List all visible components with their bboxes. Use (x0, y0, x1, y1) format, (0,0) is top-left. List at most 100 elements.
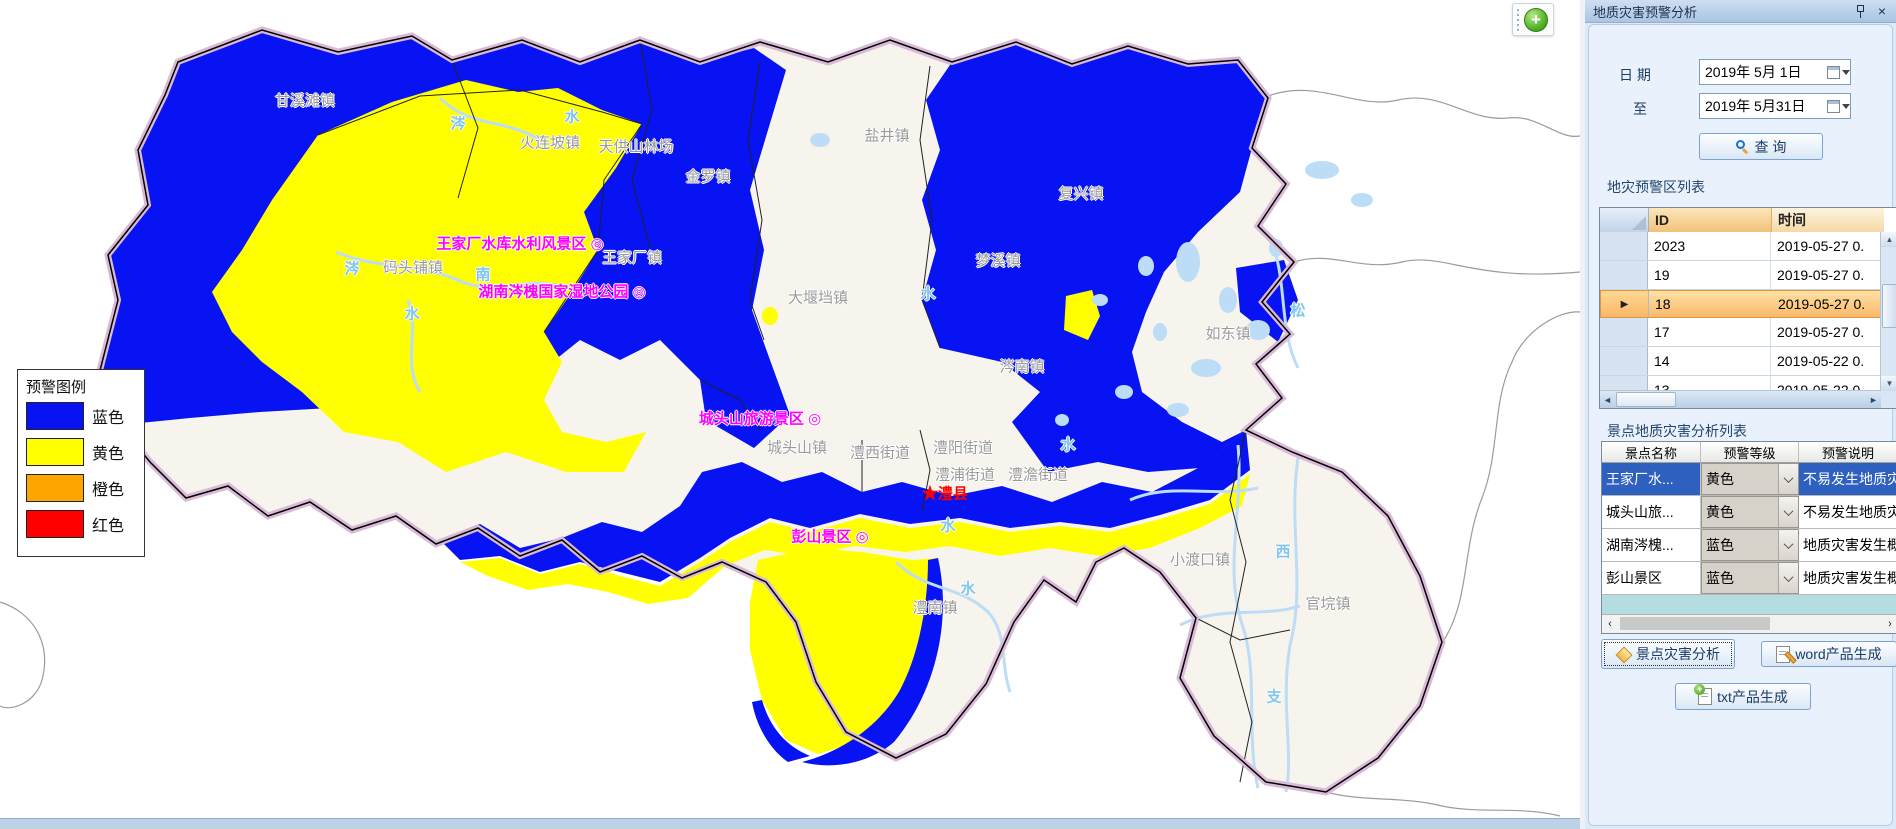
scrollbar-thumb[interactable] (1882, 284, 1896, 328)
scenic-analysis-table: 景点名称 预警等级 预警说明 王家厂水... 黄色 不易发生地质灾 城头山旅... 黄色… (1601, 441, 1896, 634)
warning-zones (95, 30, 1298, 766)
row-selector-cell[interactable] (1600, 232, 1648, 260)
calendar-dropdown-icon[interactable] (1826, 94, 1850, 118)
analysis-panel: 地质灾害预警分析 × 日 期 2019年 5月 1日 至 2019年 5月31日 (1580, 0, 1896, 829)
table2-horizontal-scrollbar[interactable]: ‹ › (1602, 614, 1896, 633)
warning-level-combobox[interactable]: 蓝色 (1701, 529, 1799, 561)
legend-color-swatch (26, 438, 84, 466)
water-bodies (810, 133, 1283, 426)
scenic-analysis-button-label: 景点灾害分析 (1636, 646, 1720, 662)
add-zoom-icon[interactable]: + (1524, 7, 1548, 32)
row-selector-header[interactable] (1600, 208, 1649, 232)
cell-warning-desc: 不易发生地质灾 (1799, 463, 1896, 495)
row-selector-cell[interactable]: ▶ (1601, 291, 1649, 317)
table-row[interactable]: 彭山景区 蓝色 地质灾害发生概 (1602, 562, 1896, 595)
table1-vertical-scrollbar[interactable]: ▲ ▼ (1880, 232, 1896, 391)
chevron-down-icon[interactable] (1778, 464, 1798, 494)
chevron-down-icon[interactable] (1778, 563, 1798, 593)
row-selector-cell[interactable] (1600, 347, 1648, 375)
cell-id: 17 (1648, 318, 1771, 346)
warning-level-combobox[interactable]: 蓝色 (1701, 562, 1799, 594)
table-row[interactable]: 城头山旅... 黄色 不易发生地质灾 (1602, 496, 1896, 529)
warning-level-combobox[interactable]: 黄色 (1701, 496, 1799, 528)
query-button[interactable]: 查 询 (1699, 133, 1823, 160)
cell-id: 13 (1648, 376, 1771, 391)
table-row[interactable]: 2023 2019-05-27 0. (1600, 232, 1881, 261)
cell-scenic-name: 城头山旅... (1602, 496, 1701, 528)
table-row[interactable]: 14 2019-05-22 0. (1600, 347, 1881, 376)
cell-warning-desc: 地质灾害发生概 (1803, 570, 1896, 586)
date-from-input[interactable]: 2019年 5月 1日 (1699, 59, 1851, 85)
scroll-up-icon[interactable]: ▲ (1881, 232, 1896, 247)
legend-color-swatch (26, 474, 84, 502)
table-row[interactable]: 王家厂水... 黄色 不易发生地质灾 (1602, 463, 1896, 496)
scroll-down-icon[interactable]: ▼ (1881, 376, 1896, 391)
calendar-dropdown-icon[interactable] (1826, 60, 1850, 84)
cell-time: 2019-05-27 0. (1778, 296, 1866, 312)
column-header-id[interactable]: ID (1649, 208, 1772, 232)
column-header-level[interactable]: 预警等级 (1701, 442, 1799, 462)
panel-content: 日 期 2019年 5月 1日 至 2019年 5月31日 查 询 地灾预警区列… (1588, 24, 1896, 826)
row-selector-cell[interactable] (1600, 261, 1648, 289)
scroll-left-icon[interactable]: ◄ (1603, 394, 1612, 405)
scroll-right-icon[interactable]: › (1888, 618, 1892, 630)
date-from-label: 日 期 (1619, 67, 1651, 83)
zone-yellow-south (750, 548, 938, 754)
legend-title: 预警图例 (26, 379, 87, 396)
table-row[interactable]: 湖南涔槐... 蓝色 地质灾害发生概 (1602, 529, 1896, 562)
table-row[interactable]: 13 2019-05-22 0. (1600, 376, 1881, 391)
txt-doc-icon: + (1694, 684, 1713, 705)
column-header-time[interactable]: 时间 (1772, 208, 1884, 232)
township-boundaries (317, 39, 1291, 783)
legend-item: 红色 (26, 510, 136, 538)
table-row[interactable]: ▶ 18 2019-05-27 0. (1600, 290, 1881, 318)
scroll-left-icon[interactable]: ‹ (1608, 618, 1612, 630)
scenic-analysis-button[interactable]: 景点灾害分析 (1601, 639, 1735, 669)
zone-yellow-dot-a (762, 307, 778, 325)
zone-yellow-west (212, 80, 646, 472)
table1-horizontal-scrollbar[interactable]: ◄ ► (1600, 390, 1881, 408)
zone-yellow-river-band (460, 474, 1250, 604)
warning-level-combobox[interactable]: 黄色 (1701, 463, 1799, 495)
txt-generate-button-label: txt产品生成 (1717, 688, 1788, 705)
date-to-input[interactable]: 2019年 5月31日 (1699, 93, 1851, 119)
column-header-desc[interactable]: 预警说明 (1799, 442, 1896, 462)
chevron-down-icon[interactable] (1778, 530, 1798, 560)
combobox-value: 黄色 (1706, 504, 1734, 520)
rivers (335, 96, 1301, 793)
legend-item: 蓝色 (26, 402, 136, 430)
table-row[interactable]: 17 2019-05-27 0. (1600, 318, 1881, 347)
warning-zone-table: ID 时间 2023 2019-05-27 0. 19 2019-05-27 0. ▶ 1… (1599, 207, 1896, 409)
map-canvas[interactable]: 甘溪滩镇 火连坡镇 天供山林场 金罗镇 盐井镇 复兴镇 梦溪镇 王家厂镇 码头铺镇 大堰垱镇 涔南镇… (0, 0, 1580, 829)
combobox-value: 蓝色 (1706, 570, 1734, 586)
chevron-down-icon[interactable] (1778, 497, 1798, 527)
cell-scenic-name: 湖南涔槐... (1602, 529, 1701, 561)
cell-time: 2019-05-22 0. (1777, 353, 1865, 369)
close-icon[interactable]: × (1877, 3, 1887, 19)
scrollbar-thumb[interactable] (1616, 392, 1676, 407)
scroll-right-icon[interactable]: ► (1869, 394, 1878, 405)
legend-item: 黄色 (26, 438, 136, 466)
legend-item: 橙色 (26, 474, 136, 502)
cell-id: 19 (1648, 261, 1771, 289)
row-selector-cell[interactable] (1600, 318, 1648, 346)
cell-time: 2019-05-22 0. (1777, 382, 1865, 391)
zone-blue-river-band (440, 430, 1250, 582)
pin-icon[interactable] (1852, 3, 1868, 19)
map-horizontal-scrollbar[interactable] (0, 818, 1580, 829)
txt-generate-button[interactable]: + txt产品生成 (1675, 683, 1811, 710)
table-row[interactable]: 19 2019-05-27 0. (1600, 261, 1881, 290)
toolbar-grip-icon[interactable] (1515, 8, 1521, 31)
legend-item-label: 蓝色 (92, 410, 125, 427)
word-generate-button[interactable]: word产品生成 (1761, 641, 1896, 667)
warning-zone-map (0, 26, 1580, 817)
scrollbar-thumb[interactable] (1620, 617, 1770, 630)
cell-warning-desc: 地质灾害发生概 (1803, 537, 1896, 553)
cell-id: 2023 (1648, 232, 1771, 260)
row-selector-cell[interactable] (1600, 376, 1648, 391)
legend-color-swatch (26, 510, 84, 538)
legend-item-label: 黄色 (92, 446, 125, 463)
cell-time: 2019-05-27 0. (1777, 238, 1865, 254)
column-header-name[interactable]: 景点名称 (1602, 442, 1701, 462)
